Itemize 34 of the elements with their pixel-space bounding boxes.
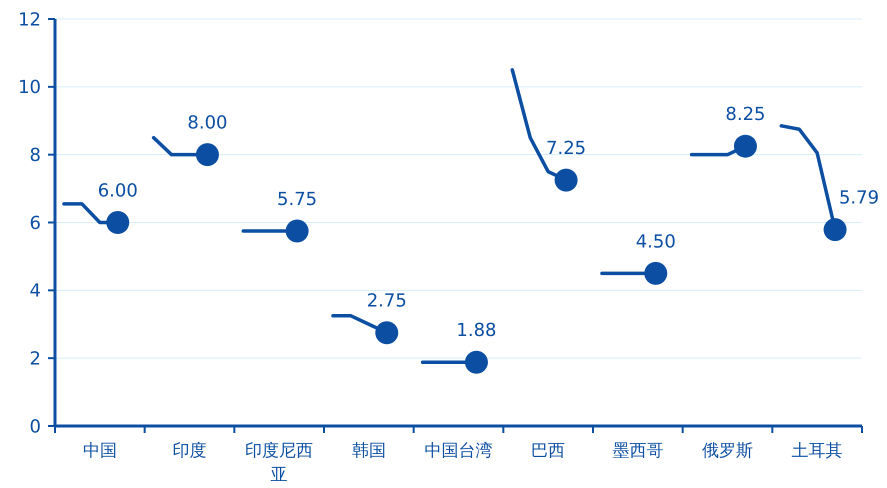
x-tick-label: 中国台湾 (424, 441, 492, 461)
point (644, 262, 668, 285)
x-tick-label: 印度 (172, 441, 206, 461)
point (554, 168, 578, 192)
x-tick-label: 印度尼西亚 (245, 441, 314, 485)
x-tick-label: 土耳其 (792, 441, 843, 461)
point (196, 143, 219, 166)
point (286, 219, 309, 242)
data-label: 5.79 (838, 188, 880, 209)
point (106, 211, 130, 234)
y-tick-label: 10 (18, 77, 41, 98)
data-label: 5.75 (277, 188, 318, 210)
data-label: 8.25 (725, 104, 766, 126)
y-tick-label: 4 (30, 280, 41, 302)
data-label: 1.88 (456, 320, 496, 342)
data-label: 7.25 (546, 138, 586, 160)
data-label: 4.50 (636, 231, 676, 252)
y-tick-label: 0 (30, 416, 41, 438)
data-label: 8.00 (187, 112, 228, 134)
point (824, 218, 847, 242)
data-label: 2.75 (366, 290, 407, 312)
x-tick-label: 巴西 (531, 441, 566, 461)
x-tick-label: 墨西哥 (612, 441, 664, 461)
x-tick-label: 俄罗斯 (702, 441, 753, 461)
y-tick-label: 6 (30, 212, 41, 234)
y-tick-label: 8 (30, 144, 41, 166)
y-tick-label: 12 (18, 9, 41, 30)
x-tick-label: 中国 (82, 441, 117, 461)
data-label: 6.00 (98, 180, 138, 202)
y-tick-label: 2 (30, 348, 41, 370)
x-tick-label: 韩国 (352, 441, 386, 461)
point (375, 321, 398, 344)
point (464, 350, 488, 374)
point (734, 134, 757, 158)
